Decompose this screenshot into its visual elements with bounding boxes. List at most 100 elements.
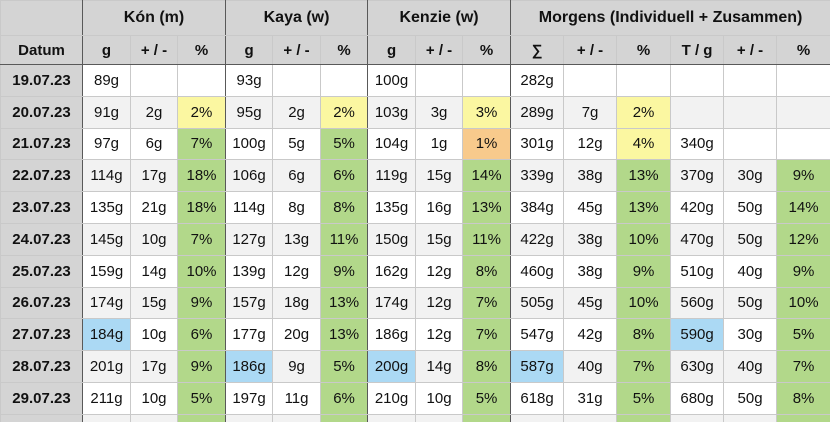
table-cell[interactable]: [723, 127, 778, 161]
table-cell[interactable]: 12g: [415, 254, 464, 288]
table-cell[interactable]: 9%: [776, 254, 830, 288]
table-cell[interactable]: 7%: [462, 318, 512, 352]
table-cell[interactable]: 9g: [272, 350, 322, 383]
table-cell[interactable]: 12g: [563, 127, 618, 161]
table-cell[interactable]: 9%: [320, 254, 369, 288]
table-cell[interactable]: 42g: [563, 318, 618, 352]
table-cell[interactable]: 135g: [82, 191, 131, 224]
table-cell[interactable]: 5%: [176, 381, 227, 415]
table-cell[interactable]: 38g: [563, 254, 618, 288]
table-cell[interactable]: 2%: [176, 95, 227, 129]
table-cell[interactable]: 30g: [723, 318, 778, 352]
table-cell[interactable]: 13g: [272, 222, 322, 256]
column-header[interactable]: + / -: [563, 35, 618, 65]
table-cell[interactable]: 184g: [82, 318, 131, 352]
table-cell[interactable]: 6g: [272, 159, 322, 193]
column-header[interactable]: ∑: [510, 35, 565, 65]
table-cell[interactable]: 177g: [225, 318, 274, 352]
column-header[interactable]: g: [82, 35, 131, 65]
table-cell[interactable]: 12g: [272, 254, 322, 288]
table-cell[interactable]: 12%: [776, 222, 830, 256]
table-cell[interactable]: 157g: [225, 286, 274, 320]
row-date[interactable]: 21.07.23: [0, 127, 83, 161]
table-cell[interactable]: 11g: [272, 381, 322, 415]
table-cell[interactable]: 10g: [130, 222, 178, 256]
table-cell[interactable]: 18%: [176, 191, 227, 224]
table-cell[interactable]: 50g: [723, 286, 778, 320]
table-cell[interactable]: 18%: [176, 159, 227, 193]
table-cell[interactable]: 91g: [82, 95, 131, 129]
table-cell[interactable]: 12g: [415, 286, 464, 320]
table-cell[interactable]: [415, 413, 464, 422]
table-cell[interactable]: 40g: [723, 254, 778, 288]
table-cell[interactable]: 282g: [510, 64, 565, 97]
table-cell[interactable]: 460g: [510, 254, 565, 288]
column-header[interactable]: %: [776, 35, 830, 65]
table-cell[interactable]: 100g: [367, 64, 417, 97]
table-cell[interactable]: [272, 413, 322, 422]
table-cell[interactable]: 13%: [462, 191, 512, 224]
table-cell[interactable]: [176, 413, 227, 422]
table-cell[interactable]: [225, 413, 274, 422]
table-cell[interactable]: 186g: [367, 318, 417, 352]
table-cell[interactable]: 8g: [272, 191, 322, 224]
row-date[interactable]: 24.07.23: [0, 222, 83, 256]
column-header[interactable]: + / -: [130, 35, 178, 65]
table-cell[interactable]: 30g: [723, 159, 778, 193]
table-cell[interactable]: 103g: [367, 95, 417, 129]
table-cell[interactable]: 38g: [563, 159, 618, 193]
table-cell[interactable]: 13%: [320, 318, 369, 352]
table-cell[interactable]: 339g: [510, 159, 565, 193]
table-cell[interactable]: [415, 64, 464, 97]
group-header[interactable]: Kaya (w): [225, 0, 369, 36]
row-date[interactable]: 23.07.23: [0, 191, 83, 224]
table-cell[interactable]: 420g: [670, 191, 725, 224]
table-cell[interactable]: [320, 64, 369, 97]
column-header[interactable]: %: [320, 35, 369, 65]
column-header[interactable]: + / -: [272, 35, 322, 65]
table-cell[interactable]: 210g: [367, 381, 417, 415]
table-cell[interactable]: [563, 64, 618, 97]
table-cell[interactable]: 15g: [415, 222, 464, 256]
table-cell[interactable]: 8%: [462, 254, 512, 288]
table-cell[interactable]: 150g: [367, 222, 417, 256]
column-header[interactable]: %: [176, 35, 227, 65]
table-cell[interactable]: 1g: [415, 127, 464, 161]
column-header[interactable]: T / g: [670, 35, 725, 65]
table-cell[interactable]: 20g: [272, 318, 322, 352]
table-cell[interactable]: 5%: [320, 127, 369, 161]
column-header[interactable]: + / -: [723, 35, 778, 65]
row-date[interactable]: 29.07.23: [0, 381, 83, 415]
table-cell[interactable]: 15g: [130, 286, 178, 320]
table-cell[interactable]: 289g: [510, 95, 565, 129]
table-cell[interactable]: 7g: [563, 95, 618, 129]
table-cell[interactable]: 7%: [776, 350, 830, 383]
table-cell[interactable]: 10%: [176, 254, 227, 288]
table-cell[interactable]: 10g: [415, 381, 464, 415]
table-cell[interactable]: 31g: [563, 381, 618, 415]
table-cell[interactable]: [723, 413, 778, 422]
table-cell[interactable]: 186g: [225, 350, 274, 383]
table-cell[interactable]: [616, 64, 672, 97]
table-cell[interactable]: 370g: [670, 159, 725, 193]
table-cell[interactable]: [82, 413, 131, 422]
table-cell[interactable]: 618g: [510, 381, 565, 415]
table-cell[interactable]: 422g: [510, 222, 565, 256]
table-cell[interactable]: 211g: [82, 381, 131, 415]
group-header[interactable]: Morgens (Individuell + Zusammen): [510, 0, 830, 36]
table-cell[interactable]: 5%: [776, 318, 830, 352]
table-cell[interactable]: 7%: [176, 127, 227, 161]
table-cell[interactable]: 114g: [225, 191, 274, 224]
row-date[interactable]: 26.07.23: [0, 286, 83, 320]
table-cell[interactable]: [176, 64, 227, 97]
table-cell[interactable]: 6%: [320, 159, 369, 193]
table-cell[interactable]: 17g: [130, 350, 178, 383]
column-header[interactable]: %: [462, 35, 512, 65]
table-cell[interactable]: 93g: [225, 64, 274, 97]
table-cell[interactable]: 3%: [462, 95, 512, 129]
table-cell[interactable]: [723, 95, 778, 129]
table-cell[interactable]: [670, 413, 725, 422]
table-cell[interactable]: 95g: [225, 95, 274, 129]
table-cell[interactable]: 145g: [82, 222, 131, 256]
table-cell[interactable]: 45g: [563, 191, 618, 224]
